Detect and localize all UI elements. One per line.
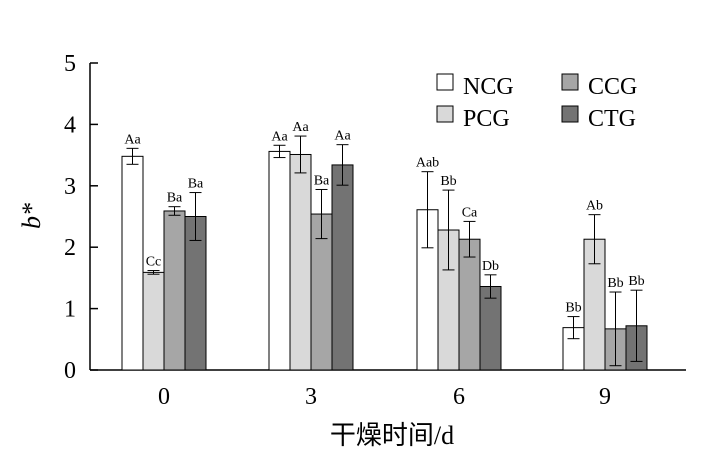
significance-label: Aa bbox=[292, 120, 309, 135]
error-bars bbox=[126, 135, 643, 367]
bar bbox=[331, 164, 354, 371]
significance-label: Bb bbox=[565, 301, 581, 316]
bar bbox=[163, 210, 186, 371]
bar bbox=[142, 271, 165, 371]
x-axis-title: 干燥时间/d bbox=[330, 421, 454, 450]
bars bbox=[121, 150, 648, 371]
significance-label: Ba bbox=[188, 177, 204, 192]
legend-swatch bbox=[436, 73, 454, 91]
legend-label: CTG bbox=[588, 106, 636, 132]
x-tick-label: 0 bbox=[158, 384, 170, 410]
bar bbox=[479, 285, 502, 371]
y-tick-label: 0 bbox=[64, 358, 76, 384]
legend-swatch bbox=[561, 105, 579, 123]
x-tick-label: 9 bbox=[599, 384, 611, 410]
bar bbox=[121, 155, 144, 371]
legend-swatch bbox=[436, 105, 454, 123]
bar bbox=[289, 153, 312, 371]
x-tick-label: 3 bbox=[305, 384, 317, 410]
y-axis-title: b* bbox=[17, 203, 46, 229]
significance-label: Ba bbox=[167, 191, 183, 206]
y-tick-label: 2 bbox=[64, 235, 76, 261]
legend: NCG CCG PCG CTG bbox=[436, 73, 637, 132]
bar bbox=[458, 238, 481, 371]
x-tick-label: 6 bbox=[453, 384, 465, 410]
y-tick-label: 5 bbox=[64, 51, 76, 77]
legend-swatch bbox=[561, 73, 579, 91]
significance-label: Aa bbox=[334, 129, 351, 144]
y-tick-label: 1 bbox=[64, 297, 76, 323]
significance-label: Aab bbox=[416, 156, 439, 171]
significance-label: Bb bbox=[440, 174, 456, 189]
significance-label: Ba bbox=[314, 173, 330, 188]
legend-label: CCG bbox=[588, 74, 637, 100]
significance-label: Cc bbox=[146, 255, 162, 270]
significance-label: Bb bbox=[628, 274, 644, 289]
significance-label: Bb bbox=[607, 276, 623, 291]
legend-label: NCG bbox=[463, 74, 514, 100]
y-tick-label: 3 bbox=[64, 174, 76, 200]
significance-label: Aa bbox=[124, 132, 141, 147]
bar bbox=[268, 150, 291, 371]
legend-label: PCG bbox=[463, 106, 510, 132]
significance-label: Db bbox=[482, 259, 499, 274]
significance-label: Ab bbox=[586, 199, 603, 214]
significance-label: Aa bbox=[271, 129, 288, 144]
significance-label: Ca bbox=[462, 205, 478, 220]
y-tick-label: 4 bbox=[64, 112, 76, 138]
